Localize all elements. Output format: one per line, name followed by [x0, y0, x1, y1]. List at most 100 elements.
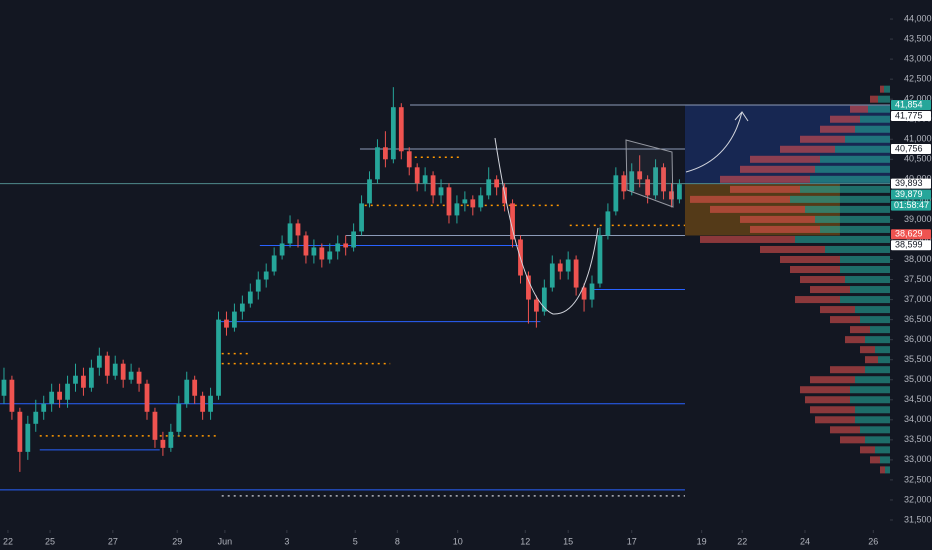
- candle-body: [565, 259, 571, 272]
- candle-body: [534, 299, 539, 312]
- candle-body: [422, 175, 428, 184]
- profile-bar-down: [860, 446, 875, 454]
- candle-body: [239, 303, 245, 312]
- profile-bar-up: [875, 346, 890, 354]
- candle-body: [247, 291, 253, 304]
- x-tick-label: 10: [453, 536, 463, 546]
- candle-body: [335, 243, 341, 252]
- x-tick-label: 22: [3, 536, 13, 546]
- price-badge: [891, 229, 931, 240]
- candle-body: [33, 411, 39, 424]
- profile-bar-down: [815, 416, 855, 424]
- profile-bar-up: [850, 386, 890, 394]
- candle-body: [478, 195, 484, 208]
- profile-bar-down: [800, 386, 850, 394]
- candle-body: [144, 383, 150, 412]
- candle-body: [128, 371, 134, 380]
- candle-body: [621, 175, 627, 192]
- profile-bar-down: [880, 85, 884, 93]
- candle-body: [271, 255, 277, 272]
- y-tick-label: 32,500: [904, 474, 932, 484]
- candle-body: [446, 187, 452, 216]
- candle-body: [637, 171, 643, 180]
- x-tick-label: 25: [45, 536, 55, 546]
- profile-bar-down: [780, 145, 835, 153]
- y-tick-label: 33,500: [904, 434, 932, 444]
- candle-body: [224, 319, 229, 328]
- price-badge-label: 39,893: [895, 178, 923, 188]
- profile-bar-up: [800, 185, 890, 193]
- y-tick-label: 36,500: [904, 314, 932, 324]
- y-tick-label: 43,000: [904, 53, 932, 63]
- profile-bar-up: [855, 306, 890, 314]
- profile-bar-down: [750, 225, 820, 233]
- candle-body: [200, 395, 206, 412]
- profile-bar-down: [850, 326, 870, 334]
- candle-body: [208, 395, 213, 412]
- y-tick-label: 31,500: [904, 514, 932, 524]
- candle-body: [192, 379, 198, 396]
- profile-bar-down: [800, 276, 845, 284]
- candle-body: [367, 179, 372, 204]
- price-axis: [890, 0, 932, 550]
- candle-body: [57, 391, 62, 400]
- candle-body: [152, 411, 158, 440]
- candle-body: [65, 383, 70, 400]
- profile-bar-up: [815, 215, 890, 223]
- profile-bar-up: [820, 225, 890, 233]
- profile-bar-down: [820, 306, 855, 314]
- candle-body: [430, 175, 436, 196]
- y-tick-label: 42,000: [904, 94, 932, 104]
- countdown-label: 01:58:47: [894, 200, 929, 210]
- candle-body: [81, 375, 86, 388]
- y-tick-label: 33,000: [904, 454, 932, 464]
- candle-body: [295, 223, 301, 236]
- candle-body: [581, 287, 587, 300]
- profile-bar-down: [750, 155, 820, 163]
- y-tick-label: 42,500: [904, 74, 932, 84]
- candle-body: [557, 263, 563, 272]
- profile-bar-down: [690, 195, 790, 203]
- candle-body: [319, 247, 325, 260]
- price-badge: [891, 100, 931, 111]
- candle-body: [486, 179, 492, 196]
- candle-body: [661, 167, 666, 192]
- profile-bar-up: [815, 165, 890, 173]
- x-tick-label: 24: [800, 536, 810, 546]
- x-tick-label: 8: [395, 536, 400, 546]
- x-tick-label: 29: [172, 536, 182, 546]
- profile-bar-up: [790, 195, 890, 203]
- price-badge-label: 40,756: [895, 143, 923, 153]
- profile-bar-down: [830, 115, 860, 123]
- price-badge-label: 38,629: [895, 229, 923, 239]
- profile-bar-up: [845, 276, 890, 284]
- price-badge: [891, 240, 931, 251]
- candle-body: [414, 167, 420, 184]
- candle-body: [470, 199, 476, 208]
- profile-bar-up: [878, 95, 890, 103]
- price-badge: [891, 178, 931, 189]
- candle-body: [49, 391, 55, 404]
- profile-bar-up: [875, 446, 890, 454]
- flag-pattern: [625, 139, 674, 208]
- profile-bar-up: [845, 135, 890, 143]
- x-tick-label: 19: [697, 536, 707, 546]
- y-tick-label: 32,000: [904, 494, 932, 504]
- candle-body: [629, 171, 635, 192]
- profile-bar-down: [710, 205, 805, 213]
- profile-bar-up: [795, 235, 890, 243]
- y-tick-label: 39,000: [904, 214, 932, 224]
- profile-bar-down: [850, 105, 868, 113]
- candle-body: [383, 147, 388, 160]
- profile-bar-up: [885, 466, 890, 474]
- candle-body: [303, 235, 309, 256]
- y-tick-label: 35,000: [904, 374, 932, 384]
- y-tick-label: 38,000: [904, 254, 932, 264]
- candle-body: [89, 367, 94, 388]
- candle-body: [573, 259, 579, 288]
- candle-body: [494, 179, 500, 188]
- profile-bar-down: [805, 396, 850, 404]
- price-badge-label: 39,879: [895, 189, 923, 199]
- y-tick-label: 36,000: [904, 334, 932, 344]
